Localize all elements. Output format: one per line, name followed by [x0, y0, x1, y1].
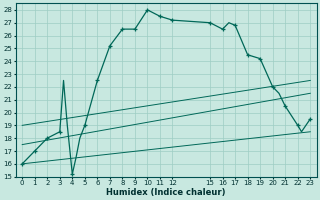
X-axis label: Humidex (Indice chaleur): Humidex (Indice chaleur)	[107, 188, 226, 197]
